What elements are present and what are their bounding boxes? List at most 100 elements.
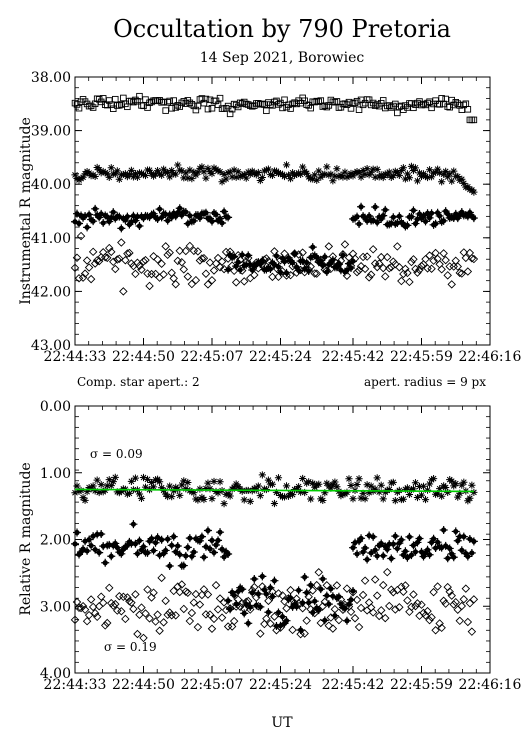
data-point — [156, 97, 163, 104]
data-point — [312, 580, 321, 590]
data-point — [419, 482, 428, 490]
data-point — [246, 497, 254, 505]
data-point — [419, 260, 428, 269]
data-point — [429, 587, 438, 597]
data-point — [323, 163, 331, 171]
data-point — [192, 171, 200, 179]
data-point — [399, 495, 407, 503]
data-point — [157, 573, 166, 583]
data-point — [448, 477, 456, 485]
data-point — [131, 474, 140, 482]
data-point — [465, 599, 475, 608]
data-point — [429, 169, 438, 177]
data-point — [202, 95, 210, 103]
data-point-arm — [449, 553, 458, 562]
data-point — [438, 492, 446, 500]
data-point — [136, 92, 143, 100]
data-point — [238, 487, 246, 495]
data-point — [216, 94, 224, 102]
data-point — [254, 264, 263, 273]
data-point — [336, 595, 346, 604]
data-point-arm — [173, 541, 182, 550]
data-point — [300, 629, 309, 638]
y-tick-label: 38.00 — [31, 70, 71, 86]
data-point — [283, 103, 290, 111]
x-tick-label: 22:45:59 — [390, 677, 453, 693]
data-point — [427, 476, 436, 484]
data-point-arm — [83, 546, 92, 555]
data-point — [347, 105, 355, 112]
data-point-arm — [280, 257, 289, 266]
data-point — [467, 254, 477, 263]
data-point-arm — [391, 532, 400, 541]
data-point — [223, 622, 233, 631]
data-point — [436, 169, 444, 177]
data-point — [86, 274, 96, 284]
data-point-arm — [425, 550, 434, 559]
data-point-arm — [135, 221, 144, 230]
data-point — [334, 615, 344, 625]
y-tick-label: 2.00 — [40, 533, 71, 549]
data-point-arm — [465, 534, 474, 543]
data-point — [160, 165, 168, 173]
data-point — [109, 257, 118, 267]
data-point-arm — [318, 574, 327, 583]
data-point — [270, 612, 279, 621]
data-point — [322, 581, 332, 590]
data-point — [165, 608, 174, 617]
data-point — [470, 116, 478, 124]
data-point — [423, 606, 432, 616]
data-point — [215, 262, 225, 272]
data-point — [402, 102, 409, 109]
data-point-arm — [401, 547, 410, 556]
data-point — [178, 167, 186, 175]
data-point — [99, 167, 107, 176]
data-point-arm — [101, 558, 110, 567]
data-point — [141, 171, 150, 180]
data-point — [147, 478, 156, 487]
x-tick-label: 22:45:24 — [249, 349, 312, 365]
data-point — [208, 495, 216, 503]
data-point — [373, 474, 381, 482]
data-point — [185, 616, 195, 626]
data-point-arm — [85, 210, 94, 219]
data-point — [194, 102, 202, 110]
data-point — [195, 256, 205, 265]
data-point — [460, 101, 468, 109]
data-point-arm — [163, 535, 172, 544]
data-point — [174, 161, 182, 169]
data-point-arm — [224, 265, 233, 274]
data-point-arm — [355, 219, 364, 228]
data-point-arm — [179, 561, 188, 570]
data-point — [250, 582, 259, 592]
data-marks — [70, 471, 479, 643]
data-point — [81, 98, 89, 105]
data-point — [395, 262, 404, 272]
data-point — [95, 166, 103, 174]
data-point — [129, 173, 138, 181]
data-point — [169, 586, 178, 596]
data-point — [361, 495, 369, 503]
data-point — [153, 255, 162, 264]
data-point — [156, 478, 164, 486]
data-point — [188, 175, 196, 183]
data-point-arm — [342, 266, 351, 275]
data-point — [220, 499, 228, 508]
data-point — [272, 488, 281, 496]
data-point — [270, 247, 279, 256]
data-point — [326, 264, 336, 274]
data-point-arm — [248, 588, 257, 597]
data-point — [387, 479, 395, 487]
y-tick-label: 42.00 — [31, 284, 71, 300]
data-point — [205, 258, 215, 267]
data-point — [224, 169, 232, 177]
data-point-arm — [353, 549, 362, 558]
data-point — [127, 166, 136, 174]
data-point — [359, 489, 367, 497]
data-point — [156, 170, 164, 178]
data-point — [149, 252, 158, 261]
data-point — [455, 616, 465, 626]
data-point — [170, 97, 177, 104]
data-point — [203, 280, 213, 289]
data-point — [429, 474, 438, 483]
